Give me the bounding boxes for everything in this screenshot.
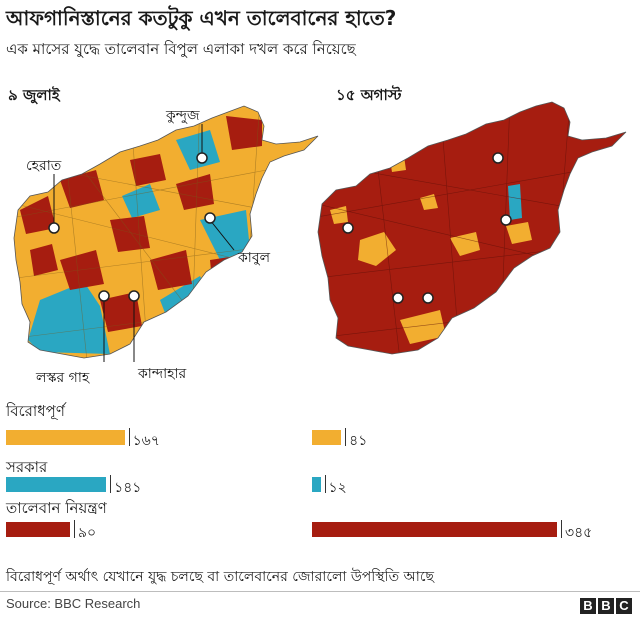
lashkar-gah-marker [98, 290, 110, 302]
herat-marker [48, 222, 60, 234]
kabul-marker-august [500, 214, 512, 226]
bar-end-tick [561, 520, 562, 538]
value-label-government-july: ১৪১ [114, 480, 142, 496]
value-label-contested-july: ১৬৭ [132, 433, 160, 449]
city-label-herat: হেরাত [26, 158, 62, 174]
bar-end-tick [128, 428, 130, 446]
lashkar-gah-marker-august [392, 292, 404, 304]
date-label-after: ১৫ অগাস্ট [336, 86, 402, 104]
kandahar-marker-august [422, 292, 434, 304]
category-label-government: সরকার [6, 458, 48, 476]
bar-government-july [6, 477, 107, 492]
source-text: Source: BBC Research [6, 596, 141, 611]
bbc-logo: B B C [580, 598, 632, 614]
category-label-taliban: তালেবান নিয়ন্ত্রণ [6, 499, 107, 517]
footnote: বিরোধপূর্ণ অর্থাৎ যেখানে যুদ্ধ চলছে বা ত… [6, 569, 434, 585]
herat-marker-august [342, 222, 354, 234]
city-label-kunduz: কুন্দুজ [165, 108, 200, 124]
map-august [317, 101, 627, 355]
bar-end-tick [345, 428, 347, 446]
bar-contested-july [6, 430, 125, 445]
city-label-kabul: কাবুল [237, 250, 271, 266]
bar-contested-august [312, 430, 342, 445]
bar-end-tick [73, 520, 75, 538]
city-label-kandahar: কান্দাহার [137, 366, 187, 382]
city-label-lashkar-gah: লস্কর গাহ [35, 370, 90, 386]
value-label-taliban-july: ৯০ [77, 525, 97, 541]
divider [0, 591, 640, 592]
category-label-contested: বিরোধপূর্ণ [6, 402, 65, 420]
value-label-contested-august: ৪১ [349, 433, 368, 449]
kunduz-marker-august [492, 152, 504, 164]
bar-taliban-july [6, 522, 70, 537]
map-july: কুন্দুজ হেরাত কাবুল লস্কর গাহ কান্দাহার [13, 105, 319, 386]
bar-end-tick [324, 475, 326, 493]
date-label-before: ৯ জুলাই [8, 86, 60, 104]
page-title: আফগানিস্তানের কতটুকু এখন তালেবানের হাতে? [6, 6, 397, 30]
kunduz-marker [196, 152, 208, 164]
kandahar-marker [128, 290, 140, 302]
value-label-taliban-august: ৩৪৫ [565, 525, 593, 541]
value-label-government-august: ১২ [328, 480, 347, 496]
page-subtitle: এক মাসের যুদ্ধে তালেবান বিপুল এলাকা দখল … [6, 40, 356, 58]
bar-end-tick [110, 475, 112, 493]
bar-taliban-august [312, 522, 557, 537]
bar-government-august [312, 477, 321, 492]
kabul-marker [204, 212, 216, 224]
